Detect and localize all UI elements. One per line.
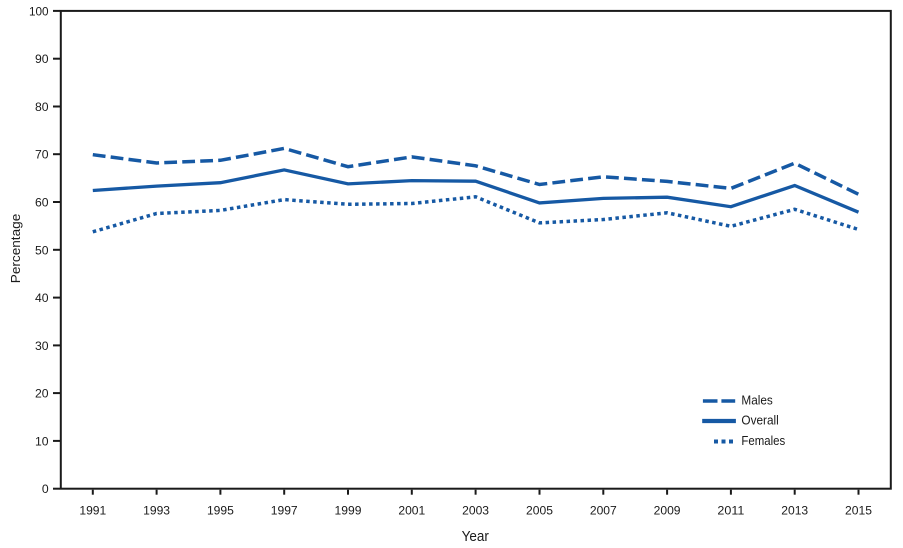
svg-text:60: 60 (35, 196, 49, 210)
svg-text:30: 30 (35, 339, 49, 353)
svg-text:10: 10 (35, 434, 49, 448)
svg-text:2009: 2009 (654, 504, 681, 518)
svg-text:Percentage: Percentage (8, 214, 23, 284)
svg-text:1995: 1995 (207, 504, 234, 518)
svg-text:2011: 2011 (717, 504, 744, 518)
svg-text:100: 100 (29, 4, 49, 18)
svg-text:Females: Females (741, 433, 785, 448)
svg-text:2005: 2005 (526, 504, 553, 518)
svg-text:80: 80 (35, 100, 49, 114)
svg-text:1993: 1993 (143, 504, 170, 518)
svg-text:0: 0 (42, 482, 49, 496)
svg-text:20: 20 (35, 387, 49, 401)
svg-text:1991: 1991 (79, 504, 106, 518)
svg-text:90: 90 (35, 52, 49, 66)
svg-text:2001: 2001 (398, 504, 425, 518)
svg-text:2007: 2007 (590, 504, 617, 518)
svg-text:1997: 1997 (271, 504, 298, 518)
svg-text:40: 40 (35, 291, 49, 305)
svg-text:2013: 2013 (781, 504, 808, 518)
svg-text:Overall: Overall (741, 413, 778, 428)
svg-text:70: 70 (35, 148, 49, 162)
svg-text:2003: 2003 (462, 504, 489, 518)
svg-text:1999: 1999 (335, 504, 362, 518)
svg-text:50: 50 (35, 243, 49, 257)
svg-text:Year: Year (462, 529, 489, 545)
svg-text:2015: 2015 (845, 504, 872, 518)
svg-text:Males: Males (741, 393, 772, 408)
